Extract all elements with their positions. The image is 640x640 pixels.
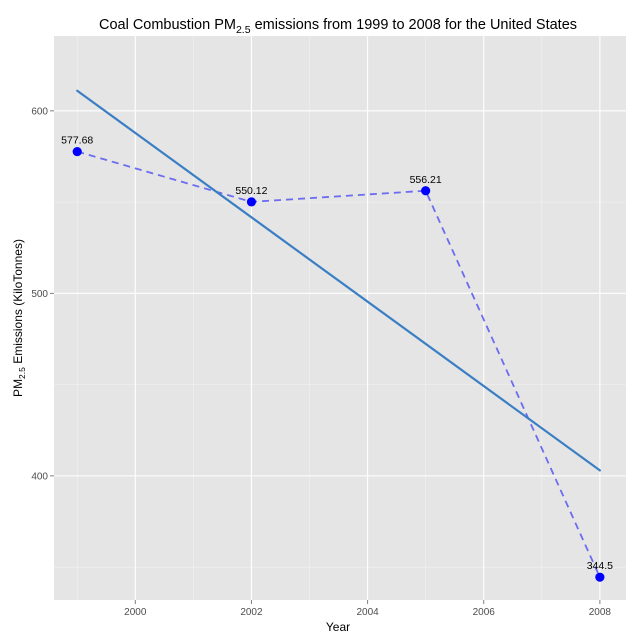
y-tick-label: 400 bbox=[31, 471, 48, 482]
data-label: 577.68 bbox=[61, 135, 93, 147]
x-tick-label: 2008 bbox=[589, 607, 612, 618]
y-axis-title-prefix: PM bbox=[11, 379, 25, 397]
data-point bbox=[595, 572, 605, 582]
data-label: 550.12 bbox=[235, 185, 267, 197]
x-tick-label: 2006 bbox=[473, 607, 496, 618]
chart-title: Coal Combustion PM2.5 emissions from 199… bbox=[99, 17, 577, 36]
data-point bbox=[246, 197, 257, 207]
data-point bbox=[72, 146, 82, 157]
data-point bbox=[421, 186, 431, 196]
series-layer: 577.68 550.12 556.21 344.5 bbox=[61, 89, 613, 582]
y-axis: 400 500 600 bbox=[31, 106, 54, 482]
plot-panel bbox=[54, 36, 626, 600]
y-axis-title: PM2.5 Emissions (KiloTonnes) bbox=[11, 239, 27, 397]
x-tick-label: 2004 bbox=[356, 607, 379, 618]
data-label: 344.5 bbox=[587, 560, 613, 572]
grid-major bbox=[54, 36, 626, 600]
x-axis-title: Year bbox=[326, 620, 350, 634]
chart-title-prefix: Coal Combustion PM bbox=[99, 17, 236, 33]
y-tick-label: 600 bbox=[31, 106, 48, 117]
y-axis-title-suffix: Emissions (KiloTonnes) bbox=[11, 239, 25, 367]
x-axis: 2000 2002 2004 2006 2008 bbox=[124, 600, 611, 618]
y-axis-title-subscript: 2.5 bbox=[17, 367, 27, 379]
data-label: 556.21 bbox=[410, 174, 442, 186]
regression-line bbox=[76, 89, 601, 472]
x-tick-label: 2000 bbox=[124, 607, 147, 618]
y-tick-label: 500 bbox=[31, 289, 48, 300]
chart-title-subscript: 2.5 bbox=[236, 24, 251, 36]
x-tick-label: 2002 bbox=[240, 607, 263, 618]
chart-title-suffix: emissions from 1999 to 2008 for the Unit… bbox=[251, 17, 577, 33]
grid-minor bbox=[54, 36, 626, 600]
series-dashed-line bbox=[76, 150, 601, 578]
